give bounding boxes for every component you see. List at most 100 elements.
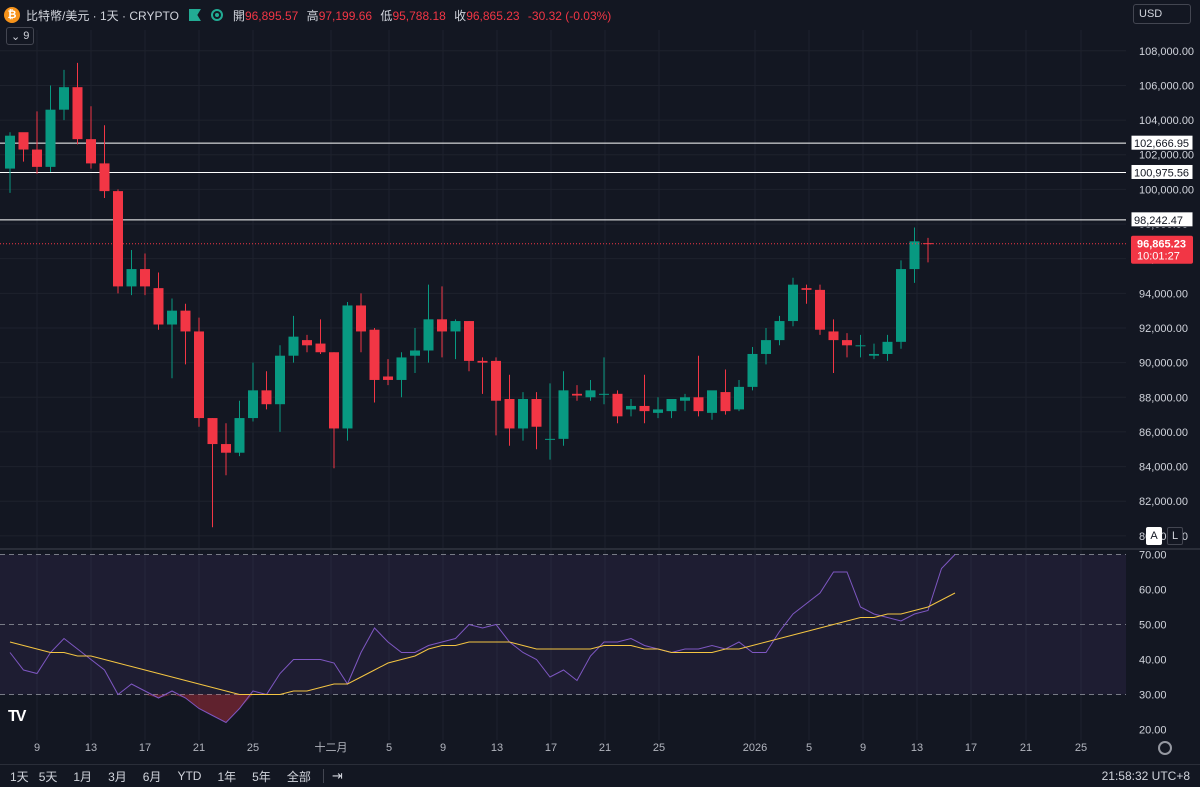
range-1d-button[interactable]: 1天: [10, 769, 29, 784]
candle-body: [437, 319, 447, 332]
price-tick-label: 108,000.00: [1139, 46, 1194, 58]
x-tick-label: 25: [1075, 742, 1087, 754]
candle-body: [5, 135, 15, 169]
x-tick-label: 5: [806, 742, 812, 754]
candle-body: [666, 399, 677, 412]
range-3m-button[interactable]: 3月: [108, 769, 127, 784]
candle-body: [356, 305, 366, 332]
candle-body: [342, 305, 353, 429]
candle-body: [194, 331, 204, 419]
x-tick-label: 21: [599, 742, 611, 754]
candle-body: [369, 329, 380, 380]
bitcoin-icon[interactable]: ₿: [4, 7, 20, 23]
price-tick-label: 94,000.00: [1139, 288, 1188, 300]
ohlc-values: 開96,895.57 高97,199.66 低95,788.18 收96,865…: [233, 7, 616, 24]
log-scale-button[interactable]: L: [1167, 527, 1183, 545]
candle-body: [788, 284, 798, 322]
x-tick-label: 2026: [743, 742, 767, 754]
price-chart[interactable]: 9 13 17 21 25 十二月 5 9 13 17 21 25 2026 5 9 13 17 21 2580,0…: [0, 0, 1200, 764]
candle-body: [32, 149, 42, 167]
flag-icon[interactable]: [188, 9, 201, 21]
candle-body: [545, 438, 555, 440]
candle-body: [248, 390, 258, 419]
range-ytd-button[interactable]: YTD: [177, 769, 202, 783]
candle-body: [288, 336, 299, 356]
candle-body: [234, 418, 245, 453]
low-label: 低: [380, 8, 393, 23]
candle-body: [707, 390, 717, 413]
symbol-title[interactable]: 比特幣/美元 · 1天 · CRYPTO: [26, 8, 179, 23]
clock[interactable]: 21:58:32 UTC+8: [1101, 769, 1190, 783]
x-tick-label: 十二月: [315, 740, 348, 754]
rsi-tick-label: 40.00: [1139, 655, 1167, 667]
price-tick-label: 88,000.00: [1139, 392, 1188, 404]
market-status-icon[interactable]: [210, 9, 223, 21]
candle-body: [720, 392, 731, 412]
candle-body: [626, 405, 636, 410]
candle-body: [99, 163, 110, 192]
candle-body: [680, 397, 690, 401]
auto-scale-button[interactable]: A: [1146, 527, 1162, 545]
candle-body: [302, 340, 312, 346]
candle-body: [180, 310, 191, 332]
indicator-count: 9: [23, 30, 30, 42]
range-all-button[interactable]: 全部: [286, 769, 311, 784]
candle-body: [761, 340, 771, 354]
goto-date-icon[interactable]: ⇥: [331, 768, 343, 783]
candle-body: [261, 390, 272, 405]
candle-body: [113, 191, 123, 287]
candle-body: [153, 288, 164, 325]
candle-body: [464, 321, 474, 361]
candle-body: [518, 399, 528, 429]
price-tick-label: 102,000.00: [1139, 150, 1194, 162]
x-tick-label: 13: [911, 742, 923, 754]
candle-body: [855, 345, 866, 347]
price-tick-label: 100,000.00: [1139, 184, 1194, 196]
candle-body: [18, 132, 29, 150]
candle-body: [639, 405, 650, 412]
chevron-down-icon: ⌄: [11, 30, 21, 43]
candle-body: [774, 321, 785, 341]
candle-body: [693, 397, 704, 412]
candle-body: [842, 340, 852, 346]
candle-body: [653, 409, 663, 413]
price-tick-label: 84,000.00: [1139, 462, 1188, 474]
x-tick-label: 9: [34, 742, 40, 754]
candle-body: [126, 269, 137, 287]
candle-body: [909, 241, 920, 270]
range-1y-button[interactable]: 1年: [217, 769, 237, 784]
price-tick-label: 90,000.00: [1139, 358, 1188, 370]
x-tick-label: 17: [965, 742, 977, 754]
level-label-text: 100,975.56: [1134, 167, 1189, 179]
candle-body: [72, 87, 83, 140]
candle-body: [477, 360, 488, 363]
candle-body: [815, 289, 825, 330]
range-5d-button[interactable]: 5天: [38, 769, 58, 784]
range-1m-button[interactable]: 1月: [73, 769, 93, 784]
countdown-label: 10:01:27: [1137, 251, 1180, 263]
x-tick-label: 17: [139, 742, 151, 754]
currency-select[interactable]: USD: [1133, 4, 1191, 24]
price-tick-label: 92,000.00: [1139, 323, 1188, 335]
symbol-legend: ₿ 比特幣/美元 · 1天 · CRYPTO 開96,895.57 高97,19…: [4, 4, 616, 26]
x-tick-label: 9: [440, 742, 446, 754]
rsi-tick-label: 50.00: [1139, 620, 1167, 632]
candle-body: [383, 376, 393, 380]
close-value: 96,865.23: [466, 8, 520, 23]
candle-body: [869, 353, 879, 356]
indicators-collapse-button[interactable]: ⌄ 9: [6, 27, 35, 45]
price-tick-label: 86,000.00: [1139, 427, 1188, 439]
candle-body: [558, 390, 569, 439]
candle-body: [275, 355, 285, 405]
tradingview-logo[interactable]: TV: [8, 708, 27, 725]
candle-body: [315, 343, 326, 353]
candle-body: [329, 352, 339, 429]
x-tick-label: 17: [545, 742, 557, 754]
low-value: 95,788.18: [392, 8, 446, 23]
rsi-tick-label: 70.00: [1139, 550, 1167, 562]
toolbar-divider: [322, 769, 324, 783]
settings-gear-icon[interactable]: [1158, 741, 1172, 755]
range-6m-button[interactable]: 6月: [142, 769, 162, 784]
range-5y-button[interactable]: 5年: [252, 769, 271, 784]
open-value: 96,895.57: [244, 8, 299, 23]
